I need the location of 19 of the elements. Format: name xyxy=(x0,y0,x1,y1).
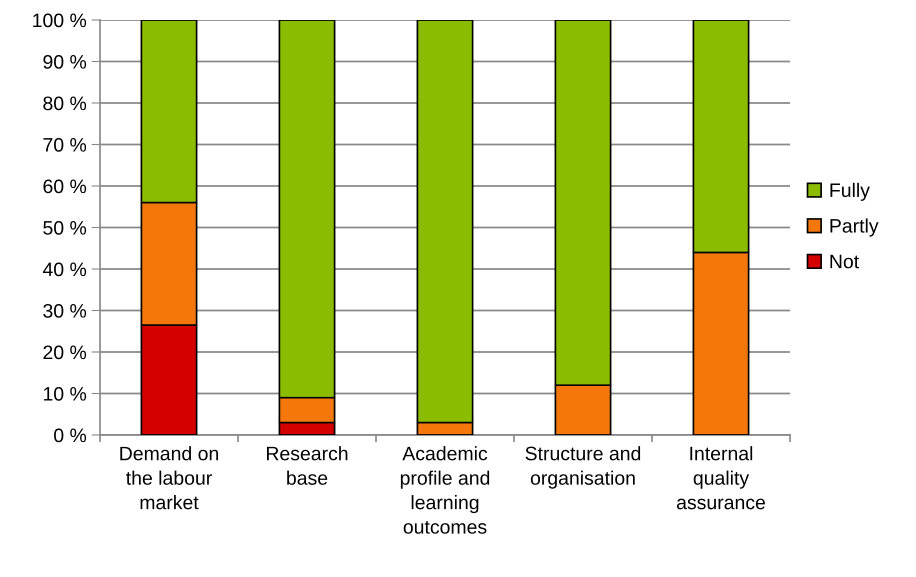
x-tick-label: Demand on the labour market xyxy=(120,446,218,510)
y-tick-label: 50 % xyxy=(43,220,86,235)
x-tick-label: Structure and organisation xyxy=(526,446,640,489)
y-tick-label: 20 % xyxy=(43,345,86,360)
x-tick-label: Internal quality assurance xyxy=(676,446,765,510)
y-tick-label: 10 % xyxy=(44,386,86,401)
y-tick-label: 80 % xyxy=(43,96,86,110)
y-tick-label: 100 % xyxy=(33,13,86,28)
x-tick-label: Research base xyxy=(266,446,348,485)
y-tick-label: 60 % xyxy=(43,179,86,194)
legend-label: Not xyxy=(830,254,860,268)
y-tick-label: 70 % xyxy=(43,138,86,152)
y-tick-label: 40 % xyxy=(42,262,86,276)
x-tick-label: Academic profile and learning outcomes xyxy=(400,446,490,534)
y-tick-label: 90 % xyxy=(43,54,86,69)
legend-label: Partly xyxy=(830,218,879,237)
legend-label: Fully xyxy=(830,182,870,201)
y-tick-label: 30 % xyxy=(43,304,86,318)
y-tick-label: 0 % xyxy=(54,428,86,442)
